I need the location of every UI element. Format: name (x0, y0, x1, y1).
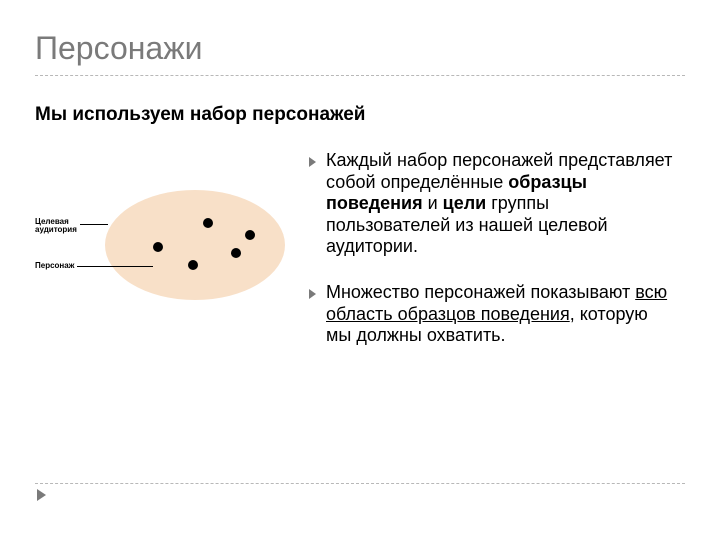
persona-dot (231, 248, 241, 258)
slide-subheading: Мы используем набор персонажей (35, 104, 685, 126)
content-row: Целевая аудитория Персонаж Каждый набор п… (35, 150, 685, 371)
persona-dot (203, 218, 213, 228)
persona-dot (245, 230, 255, 240)
footer-divider (35, 483, 685, 484)
bullet-item: Каждый набор персонажей представляет соб… (308, 150, 675, 258)
bullet-marker-icon (308, 156, 326, 258)
leader-line (80, 224, 108, 225)
bullet-list: Каждый набор персонажей представляет соб… (308, 150, 685, 371)
bullet-marker-icon (308, 288, 326, 347)
footer-marker-icon (35, 487, 49, 508)
persona-diagram: Целевая аудитория Персонаж (35, 150, 290, 340)
bullet-text: Каждый набор персонажей представляет соб… (326, 150, 675, 258)
audience-ellipse (105, 190, 285, 300)
slide: Персонажи Мы используем набор персонажей… (0, 0, 720, 540)
bullet-text: Множество персонажей показывают всю обла… (326, 282, 675, 347)
slide-title: Персонажи (35, 30, 685, 76)
persona-dot (188, 260, 198, 270)
leader-line (77, 266, 153, 267)
diagram-label: Персонаж (35, 262, 74, 270)
persona-dot (153, 242, 163, 252)
bullet-item: Множество персонажей показывают всю обла… (308, 282, 675, 347)
diagram-label: Целевая аудитория (35, 218, 77, 235)
